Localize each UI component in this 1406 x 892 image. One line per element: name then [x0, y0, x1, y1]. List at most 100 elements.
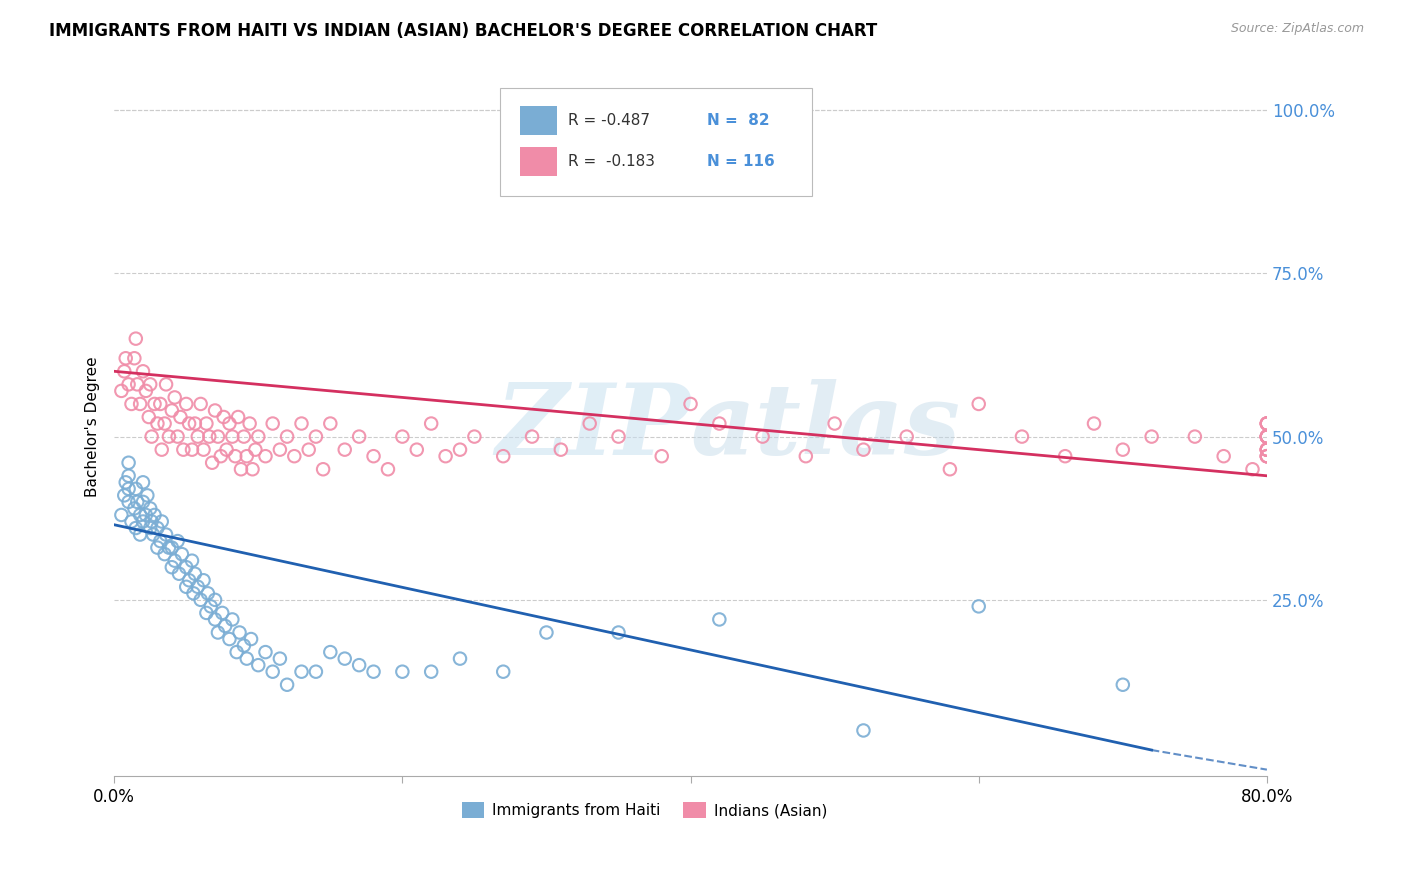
Point: [172, 442, 194, 457]
Point: [121, 515, 143, 529]
Point: [146, 541, 169, 555]
Point: [1256, 429, 1278, 443]
Point: [1140, 429, 1163, 443]
Point: [1256, 429, 1278, 443]
Point: [160, 560, 183, 574]
Point: [229, 462, 252, 476]
Text: IMMIGRANTS FROM HAITI VS INDIAN (ASIAN) BACHELOR'S DEGREE CORRELATION CHART: IMMIGRANTS FROM HAITI VS INDIAN (ASIAN) …: [49, 22, 877, 40]
Point: [1256, 442, 1278, 457]
Point: [218, 417, 240, 431]
Point: [463, 429, 485, 443]
Point: [225, 645, 247, 659]
Text: atlas: atlas: [690, 378, 960, 475]
Point: [125, 521, 148, 535]
Point: [305, 429, 328, 443]
Point: [1212, 449, 1234, 463]
Point: [141, 515, 163, 529]
Point: [434, 449, 457, 463]
Point: [1241, 462, 1264, 476]
Point: [312, 462, 335, 476]
Point: [254, 449, 277, 463]
Point: [124, 501, 146, 516]
Point: [347, 429, 370, 443]
Point: [215, 442, 238, 457]
Point: [578, 417, 600, 431]
Point: [1256, 417, 1278, 431]
Point: [129, 527, 152, 541]
Point: [112, 488, 135, 502]
Point: [187, 429, 209, 443]
Point: [1256, 429, 1278, 443]
Point: [262, 665, 284, 679]
Point: [157, 429, 180, 443]
Point: [135, 508, 157, 522]
Point: [142, 527, 165, 541]
Point: [290, 665, 312, 679]
Point: [187, 580, 209, 594]
Point: [218, 632, 240, 646]
Point: [391, 665, 413, 679]
Point: [125, 332, 148, 346]
Point: [155, 377, 177, 392]
Point: [132, 475, 155, 490]
Point: [709, 612, 731, 626]
Point: [363, 665, 385, 679]
Point: [239, 417, 262, 431]
Point: [204, 403, 226, 417]
Point: [204, 612, 226, 626]
Point: [110, 384, 132, 398]
Point: [193, 574, 215, 588]
Point: [124, 351, 146, 366]
Point: [232, 639, 254, 653]
Point: [117, 377, 139, 392]
Point: [1011, 429, 1033, 443]
Point: [449, 442, 471, 457]
FancyBboxPatch shape: [520, 106, 557, 136]
Point: [242, 462, 264, 476]
Point: [232, 429, 254, 443]
Point: [269, 651, 291, 665]
Point: [751, 429, 773, 443]
Point: [824, 417, 846, 431]
Point: [181, 554, 204, 568]
Point: [198, 429, 221, 443]
Point: [550, 442, 572, 457]
Point: [1256, 429, 1278, 443]
Point: [247, 429, 270, 443]
Point: [121, 397, 143, 411]
Point: [1256, 429, 1278, 443]
Point: [290, 417, 312, 431]
Point: [125, 482, 148, 496]
Point: [160, 403, 183, 417]
Text: R =  -0.183: R = -0.183: [568, 153, 655, 169]
Point: [117, 482, 139, 496]
Point: [117, 495, 139, 509]
FancyBboxPatch shape: [520, 146, 557, 176]
Point: [1256, 449, 1278, 463]
Point: [1112, 442, 1135, 457]
Point: [492, 665, 515, 679]
Point: [195, 606, 218, 620]
Point: [1054, 449, 1077, 463]
Point: [179, 574, 201, 588]
Point: [174, 397, 197, 411]
Point: [143, 508, 166, 522]
Point: [139, 521, 162, 535]
Point: [155, 527, 177, 541]
Point: [1256, 442, 1278, 457]
Point: [169, 410, 191, 425]
Point: [112, 364, 135, 378]
Point: [967, 599, 990, 614]
Point: [333, 442, 356, 457]
Legend: Immigrants from Haiti, Indians (Asian): Immigrants from Haiti, Indians (Asian): [456, 797, 834, 824]
Text: N = 116: N = 116: [707, 153, 775, 169]
Point: [212, 410, 235, 425]
Point: [221, 612, 243, 626]
Point: [166, 429, 188, 443]
Point: [200, 599, 222, 614]
Point: [607, 625, 630, 640]
Point: [269, 442, 291, 457]
Point: [139, 377, 162, 392]
Point: [149, 534, 172, 549]
Point: [166, 534, 188, 549]
